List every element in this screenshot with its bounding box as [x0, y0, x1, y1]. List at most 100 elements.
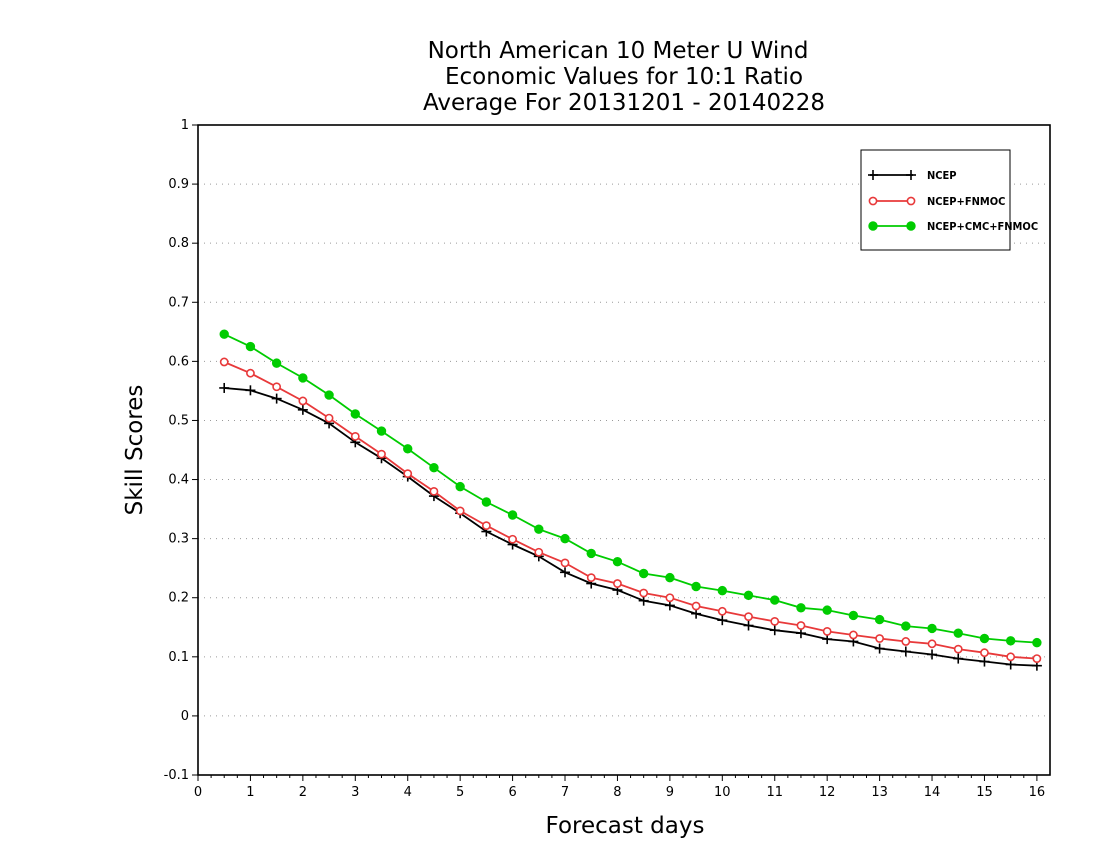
data-point	[769, 625, 780, 636]
data-point	[691, 601, 701, 611]
data-point	[219, 382, 230, 393]
data-point	[613, 579, 622, 588]
x-tick-label: 0	[194, 785, 202, 800]
data-point	[455, 481, 465, 492]
series-plot	[219, 329, 1042, 671]
y-tick-label: 0	[181, 709, 189, 724]
data-point	[560, 567, 571, 578]
data-point	[429, 486, 439, 496]
data-point	[350, 432, 360, 441]
x-axis-label: Forecast days	[546, 813, 705, 839]
data-point	[639, 588, 649, 598]
y-tick-label: 0.5	[168, 413, 189, 428]
data-point	[901, 621, 911, 631]
data-point	[796, 603, 806, 613]
legend-marker	[868, 196, 878, 206]
x-tick-label: 10	[714, 785, 731, 800]
data-point	[901, 637, 911, 646]
y-tick-label: 0.2	[168, 591, 189, 606]
x-tick-label: 16	[1029, 785, 1046, 800]
data-point	[246, 368, 255, 378]
chart-title-line-3: Average For 20131201 - 20140228	[423, 90, 825, 116]
data-point	[377, 449, 386, 459]
data-point	[953, 653, 964, 664]
legend-marker	[906, 221, 916, 231]
legend-marker	[906, 170, 916, 180]
series-line-2	[223, 361, 1037, 660]
data-point	[297, 404, 308, 415]
data-point	[717, 606, 727, 616]
data-point	[324, 413, 334, 423]
data-point	[219, 329, 229, 339]
data-point	[1032, 654, 1042, 663]
data-point	[271, 358, 282, 368]
legend-label: NCEP	[927, 169, 957, 182]
data-point	[980, 648, 989, 658]
data-point	[350, 409, 360, 419]
data-point	[534, 524, 544, 534]
data-point	[665, 572, 675, 583]
x-tick-label: 5	[456, 785, 464, 800]
y-tick-label: 1	[181, 118, 189, 133]
data-point	[507, 510, 518, 520]
data-point	[717, 615, 728, 626]
data-point	[376, 426, 387, 436]
data-point	[770, 616, 780, 626]
data-point	[953, 644, 963, 654]
data-point	[743, 590, 754, 601]
grid-lines	[198, 183, 1050, 717]
data-point	[612, 556, 623, 567]
data-point	[1005, 636, 1016, 646]
data-point	[979, 633, 990, 644]
x-tick-label: 7	[561, 785, 569, 800]
data-point	[927, 639, 937, 649]
x-tick-label: 1	[246, 785, 254, 800]
data-point	[822, 627, 832, 636]
chart-title-line-2: Economic Values for 10:1 Ratio	[445, 64, 803, 90]
y-axis-label: Skill Scores	[122, 385, 148, 516]
data-point	[770, 595, 780, 605]
data-point	[560, 558, 570, 568]
data-point	[403, 444, 413, 454]
x-tick-label: 6	[508, 785, 516, 800]
y-tick-label: 0.8	[168, 236, 189, 251]
plot-frame	[197, 124, 1051, 776]
data-point	[271, 393, 282, 404]
legend-box	[860, 149, 1011, 251]
data-point	[429, 463, 439, 473]
data-point	[717, 585, 728, 596]
data-point	[874, 643, 885, 654]
x-tick-label: 8	[613, 785, 621, 800]
y-tick-label: 0.7	[168, 295, 189, 310]
y-tick-label: 0.4	[168, 473, 189, 488]
data-point	[298, 373, 308, 383]
data-point	[874, 614, 885, 625]
data-point	[245, 341, 256, 352]
data-point	[927, 649, 938, 660]
data-point	[560, 533, 570, 544]
x-tick-label: 13	[871, 785, 888, 800]
legend-marker	[868, 170, 878, 180]
data-point	[586, 548, 596, 559]
data-point	[481, 521, 491, 531]
y-tick-label: 0.1	[168, 650, 189, 665]
x-tick-label: 9	[666, 785, 674, 800]
x-tick-label: 2	[299, 785, 307, 800]
data-point	[691, 581, 701, 592]
x-tick-label: 14	[924, 785, 941, 800]
data-point	[848, 630, 858, 640]
data-point	[953, 628, 963, 638]
data-point	[219, 357, 229, 367]
chart-title-line-1: North American 10 Meter U Wind	[428, 38, 809, 64]
data-point	[403, 469, 413, 479]
y-tick-label: 0.6	[168, 354, 189, 369]
series-line-3	[223, 333, 1037, 644]
x-tick-label: 15	[976, 785, 993, 800]
data-point	[534, 547, 544, 557]
data-point	[272, 382, 282, 392]
data-point	[796, 621, 806, 630]
data-point	[245, 385, 256, 396]
x-tick-label: 12	[819, 785, 836, 800]
legend-label: NCEP+FNMOC	[927, 195, 1005, 208]
x-tick-label: 3	[351, 785, 359, 800]
